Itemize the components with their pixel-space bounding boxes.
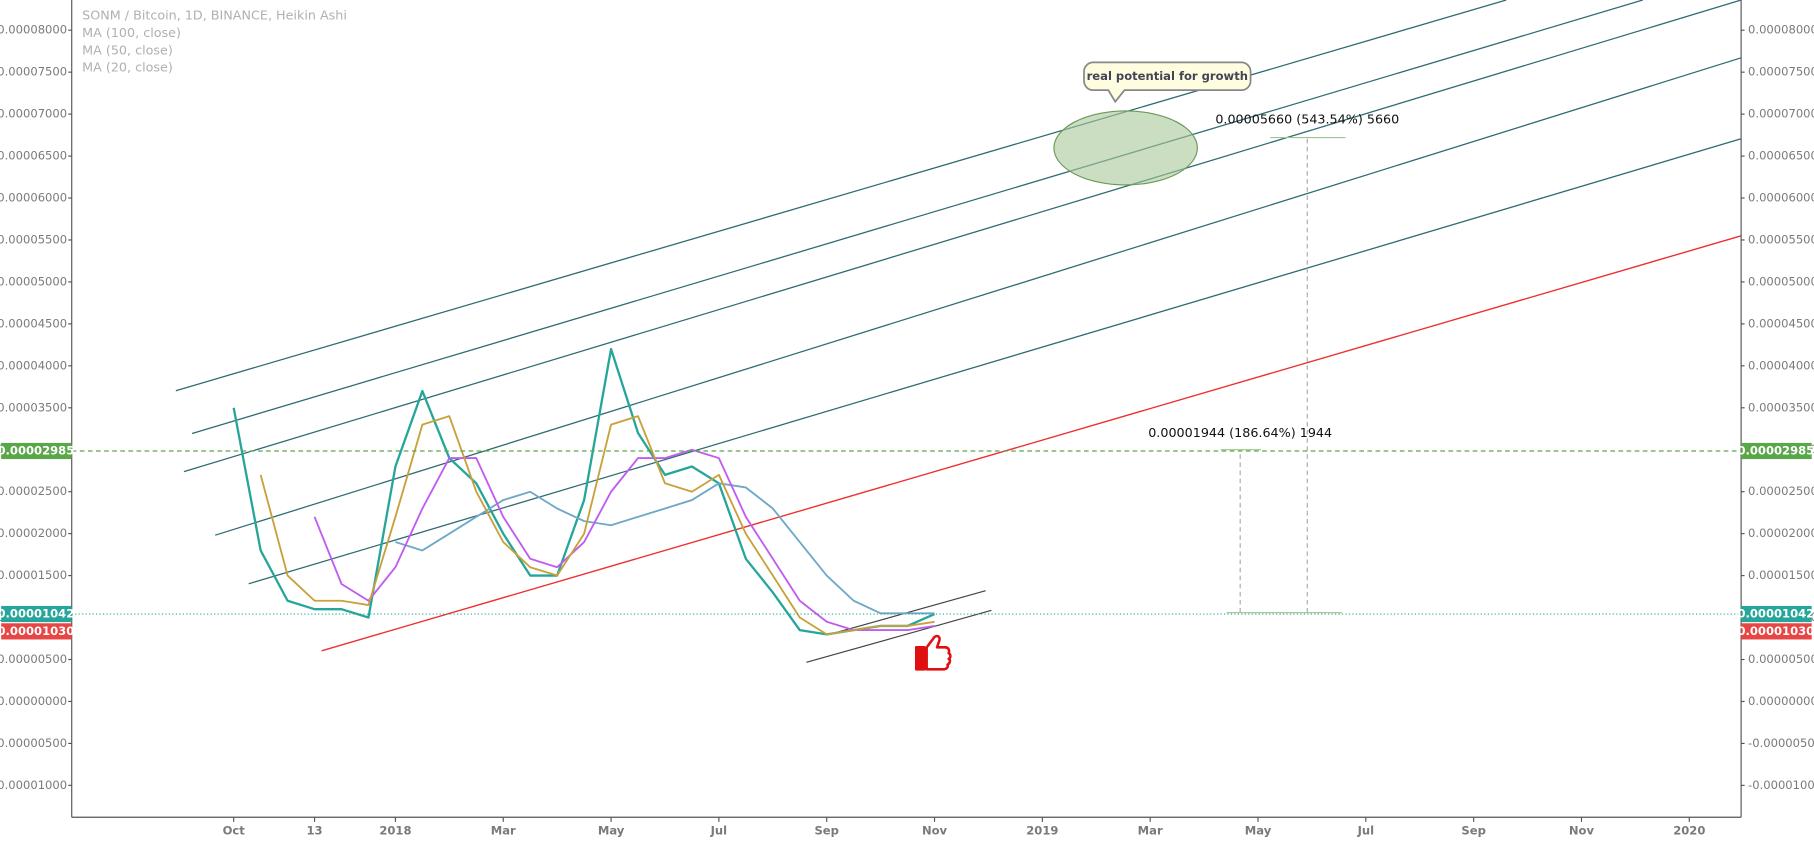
price-label-box-right	[1741, 442, 1812, 460]
y-tick-label: 0.00003500	[0, 400, 67, 414]
x-tick-label: Sep	[1461, 824, 1485, 838]
y-tick-label-right: 0.00005000	[1748, 274, 1814, 288]
y-tick-label-right: 0.00001500	[1748, 568, 1814, 582]
price-label: 0.00002985	[0, 444, 74, 458]
target-ellipse	[1053, 110, 1198, 186]
y-tick-label-right: 0.00006000	[1748, 191, 1814, 205]
price-label: 0.00001042	[0, 607, 74, 621]
ma-line	[313, 448, 935, 632]
channel-line	[806, 609, 992, 663]
legend-entry: MA (100, close)	[82, 25, 181, 40]
y-tick-label-right: 0.00002000	[1748, 526, 1814, 540]
y-tick-label: 0.00004500	[0, 316, 67, 330]
legend-entry: MA (50, close)	[82, 42, 173, 57]
trend-line	[183, 0, 1742, 473]
y-tick-label: 0.00007000	[0, 107, 67, 121]
y-tick-label: 0.00005500	[0, 232, 67, 246]
x-tick-label: 2020	[1673, 824, 1705, 838]
price-label-box	[1, 623, 72, 640]
y-tick-label-right: 0.00000500	[1748, 652, 1814, 666]
y-tick-label-right: 0.00007500	[1748, 65, 1814, 79]
y-tick-label-right: 0.00002500	[1748, 484, 1814, 498]
y-tick-label: 0.00008000	[0, 23, 67, 37]
x-tick-label: Mar	[1138, 824, 1163, 838]
y-tick-label-right: 0.00005500	[1748, 232, 1814, 246]
price-label-right: 0.00002985	[1737, 444, 1814, 458]
y-tick-label-right: 0.00004000	[1748, 358, 1814, 372]
y-tick-label: -0.00000500	[0, 736, 67, 750]
trend-line	[191, 0, 1643, 435]
y-tick-label-right: -0.00000500	[1748, 736, 1814, 750]
y-tick-label: 0.00004000	[0, 358, 67, 372]
price-label-box	[1, 605, 72, 623]
y-tick-label-right: 0.00000000	[1748, 694, 1814, 708]
trend-line	[175, 0, 1507, 392]
y-tick-label-right: 0.00003500	[1748, 400, 1814, 414]
y-tick-label: -0.00001000	[0, 778, 67, 792]
channel-line	[832, 590, 986, 635]
y-tick-label: 0.00000000	[0, 694, 67, 708]
y-tick-label-right: -0.00001000	[1748, 778, 1814, 792]
price-line	[232, 347, 936, 636]
y-tick-label: 0.00001500	[0, 568, 67, 582]
y-tick-label: 0.00002000	[0, 526, 67, 540]
price-label-box-right	[1741, 623, 1812, 640]
support-line	[321, 235, 1742, 652]
y-tick-label-right: 0.00006500	[1748, 149, 1814, 163]
measure-label: 0.00001944 (186.64%) 1944	[1148, 425, 1332, 440]
x-tick-label: Jul	[1357, 824, 1374, 838]
x-tick-label: May	[1245, 824, 1272, 838]
price-label-right: 0.00001030	[1737, 624, 1814, 638]
x-tick-label: Oct	[223, 824, 246, 838]
y-tick-label-right: 0.00004500	[1748, 316, 1814, 330]
y-tick-label: 0.00006000	[0, 191, 67, 205]
y-tick-label: 0.00002500	[0, 484, 67, 498]
x-tick-label: Nov	[922, 824, 948, 838]
x-tick-label: 2018	[379, 824, 411, 838]
price-label-box	[1, 442, 72, 460]
y-tick-label-right: 0.00008000	[1748, 23, 1814, 37]
ma-line	[259, 415, 935, 636]
price-label-right: 0.00001042	[1737, 607, 1814, 621]
thumbs-up-icon	[914, 634, 952, 671]
y-tick-label-right: 0.00007000	[1748, 107, 1814, 121]
x-tick-label: Mar	[491, 824, 516, 838]
callout-bubble	[1083, 61, 1252, 104]
y-tick-label: 0.00000500	[0, 652, 67, 666]
x-tick-label: Sep	[814, 824, 838, 838]
ma-line	[395, 482, 935, 615]
trend-line	[248, 138, 1742, 585]
legend-entry: MA (20, close)	[82, 60, 173, 75]
y-tick-label: 0.00006500	[0, 149, 67, 163]
measure-label: 0.00005660 (543.54%) 5660	[1215, 112, 1399, 127]
x-tick-label: Jul	[710, 824, 727, 838]
price-label: 0.00001030	[0, 624, 74, 638]
price-label-box-right	[1741, 605, 1812, 623]
x-tick-label: 2019	[1026, 824, 1058, 838]
x-tick-label: 13	[307, 824, 323, 838]
x-tick-label: Nov	[1569, 824, 1595, 838]
callout-text: real potential for growth	[1087, 69, 1248, 83]
y-tick-label: 0.00005000	[0, 274, 67, 288]
drawings: real potential for growth 0.00005660 (54…	[175, 0, 1742, 671]
chart-title: SONM / Bitcoin, 1D, BINANCE, Heikin Ashi	[82, 8, 347, 23]
trend-line	[214, 57, 1742, 536]
x-tick-label: May	[598, 824, 625, 838]
y-tick-label: 0.00007500	[0, 65, 67, 79]
